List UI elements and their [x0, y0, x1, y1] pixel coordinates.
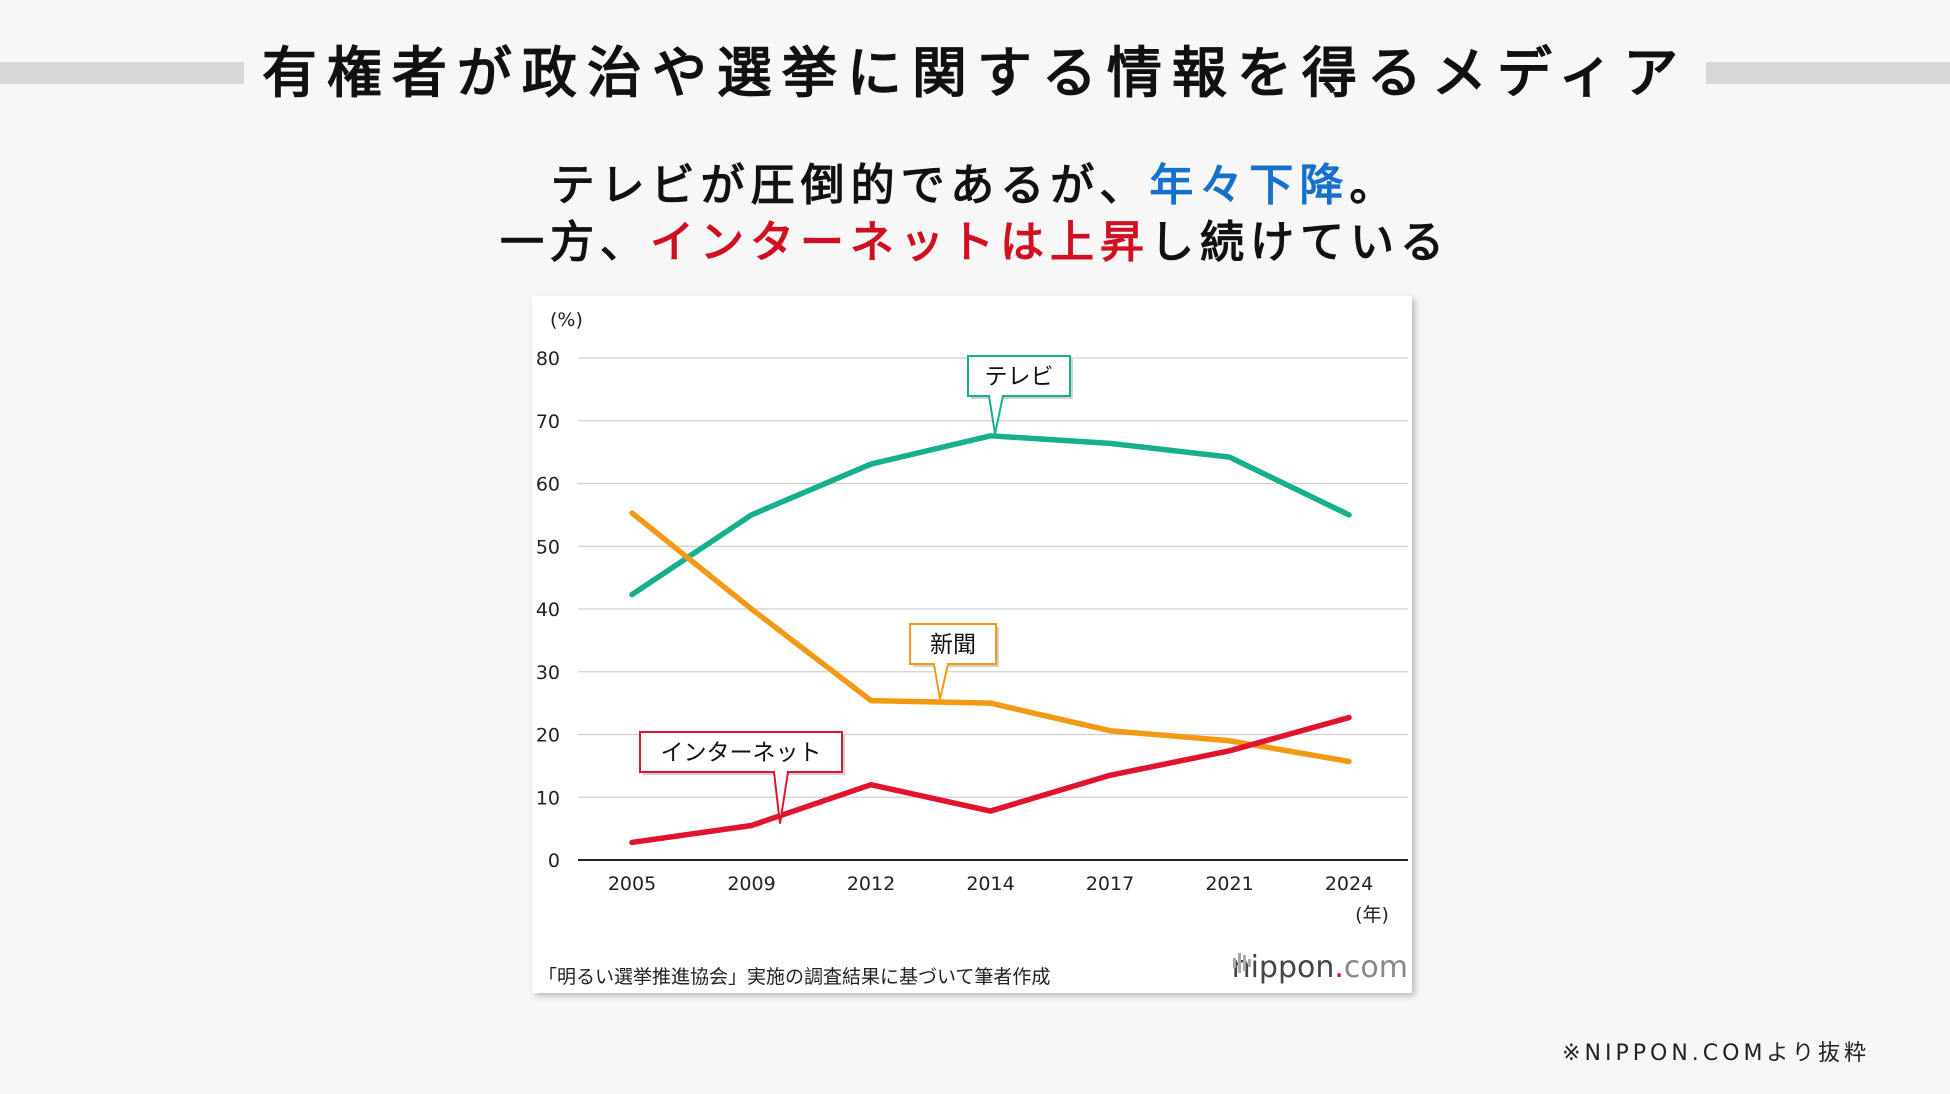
logo-text: nippon [1231, 950, 1335, 985]
logo-dot: . [1334, 950, 1344, 985]
page-title: 有権者が政治や選挙に関する情報を得るメディア [0, 38, 1950, 108]
y-tick-label: 10 [536, 787, 560, 809]
line-chart: 0 10 20 30 40 50 60 70 80 2005 2009 2012 2014 2017 202… [536, 309, 1408, 926]
subtitle-1-end: 。 [1349, 160, 1400, 211]
subtitle-1-highlight: 年々下降 [1149, 160, 1350, 211]
callout-pointer [988, 395, 1004, 435]
y-tick-label: 80 [536, 348, 560, 370]
callout-box [639, 731, 843, 773]
y-tick-label: 60 [536, 474, 560, 496]
nippon-logo: nippon.com [1232, 950, 1408, 985]
y-axis-label: (%) [550, 309, 583, 331]
callout-box [909, 623, 997, 665]
x-tick-label: 2005 [608, 873, 656, 895]
y-tick-label: 0 [548, 850, 560, 872]
series-callout: インターネット [639, 731, 845, 824]
series-line [629, 510, 1352, 765]
source-note: 「明るい選挙推進協会」実施の調査結果に基づいて筆者作成 [538, 966, 1051, 988]
series-line [629, 433, 1352, 598]
series-callout: 新聞 [909, 623, 999, 700]
x-tick-label: 2021 [1205, 873, 1253, 895]
subtitle-line-2: 一方、インターネットは上昇し続けている [0, 215, 1950, 271]
series-label: テレビ [985, 364, 1054, 390]
chart-footer: 「明るい選挙推進協会」実施の調査結果に基づいて筆者作成 nippon.com [532, 950, 1412, 988]
y-tick-label: 20 [536, 725, 560, 747]
y-tick-label: 50 [536, 536, 560, 558]
callout-pointer [933, 663, 949, 700]
chart-card: 0 10 20 30 40 50 60 70 80 2005 2009 2012 2014 2017 202… [532, 296, 1412, 993]
x-tick-label: 2017 [1086, 873, 1134, 895]
logo-bars-icon [1232, 953, 1251, 973]
callout-pointer [773, 771, 789, 824]
x-axis-label: (年) [1355, 904, 1389, 926]
subtitle-line-1: テレビが圧倒的であるが、年々下降。 [0, 158, 1950, 214]
credit-note: ※NIPPON.COMより抜粋 [1562, 1041, 1870, 1066]
x-tick-label: 2009 [727, 873, 775, 895]
series-line [629, 714, 1352, 846]
y-tick-label: 30 [536, 662, 560, 684]
subtitle-2-highlight: インターネットは上昇 [650, 217, 1150, 268]
callout-box [967, 355, 1071, 397]
subtitle-2-end: し続けている [1150, 217, 1450, 268]
series-label: 新聞 [930, 632, 976, 658]
subtitle-1-text: テレビが圧倒的であるが、 [550, 160, 1150, 211]
x-tick-label: 2024 [1325, 873, 1373, 895]
logo-suffix: com [1343, 950, 1408, 985]
subtitle-2-text: 一方、 [500, 217, 650, 268]
y-tick-label: 70 [536, 411, 560, 433]
x-tick-label: 2012 [847, 873, 895, 895]
series-label: インターネット [661, 740, 822, 766]
y-tick-label: 40 [536, 599, 560, 621]
page-title-text: 有権者が政治や選挙に関する情報を得るメディア [243, 41, 1707, 105]
x-tick-label: 2014 [966, 873, 1014, 895]
series-callout: テレビ [967, 355, 1073, 435]
